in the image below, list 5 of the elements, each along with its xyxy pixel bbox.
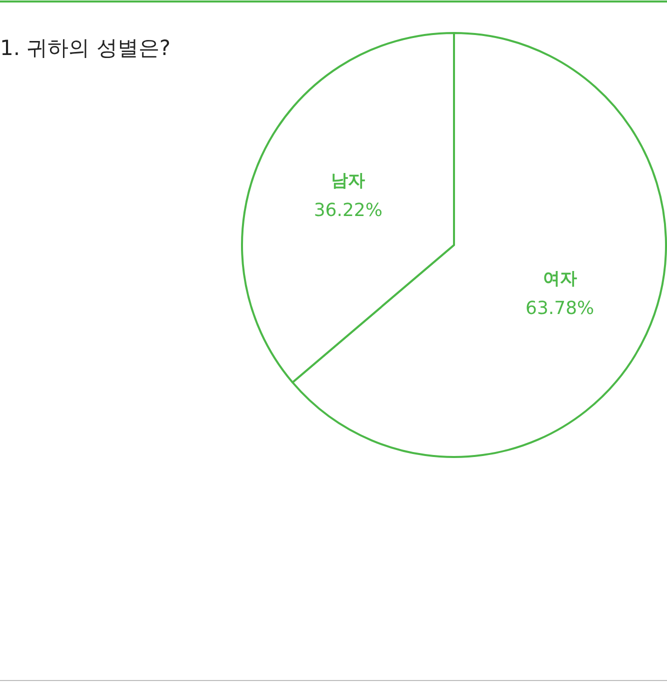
data-label: 63.78%	[526, 298, 594, 319]
slice-label: 여자	[542, 268, 577, 289]
chart-title: 1. 귀하의 성별은?	[0, 36, 171, 60]
data-label: 36.22%	[314, 200, 382, 222]
slice-label: 남자	[331, 171, 366, 192]
